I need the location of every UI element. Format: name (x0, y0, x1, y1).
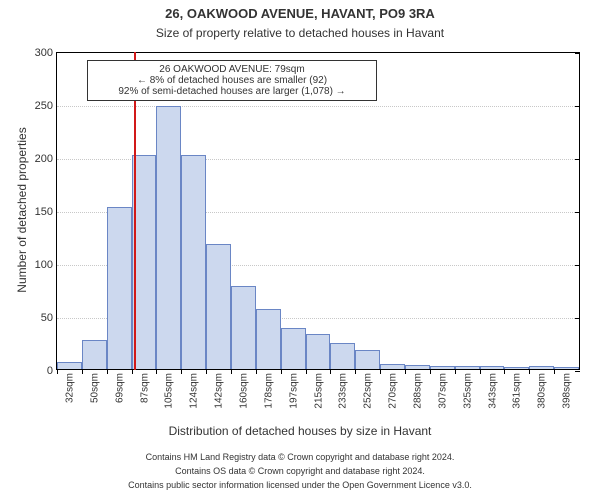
annotation-line1: 26 OAKWOOD AVENUE: 79sqm (94, 64, 370, 75)
x-tick-label: 105sqm (164, 373, 175, 409)
x-tick-label: 325sqm (462, 373, 473, 409)
figure: { "chart": { "type": "histogram", "title… (0, 0, 600, 500)
x-tick-label: 215sqm (313, 373, 324, 409)
x-tick-label: 142sqm (214, 373, 225, 409)
x-tick-label: 288sqm (412, 373, 423, 409)
x-tick: 124sqm (181, 369, 206, 374)
y-tick-mark (575, 106, 580, 107)
y-axis-label: Number of detached properties (15, 110, 29, 310)
bar (107, 207, 132, 369)
y-tick-label: 200 (35, 153, 57, 165)
plot-area: 26 OAKWOOD AVENUE: 79sqm ← 8% of detache… (56, 52, 580, 370)
annotation-line3: 92% of semi-detached houses are larger (… (94, 86, 370, 97)
annotation-box: 26 OAKWOOD AVENUE: 79sqm ← 8% of detache… (87, 60, 377, 101)
x-tick: 380sqm (529, 369, 554, 374)
x-tick-label: 178sqm (263, 373, 274, 409)
bar (256, 309, 281, 369)
legal-line-1: Contains HM Land Registry data © Crown c… (0, 452, 600, 462)
x-tick-label: 398sqm (562, 373, 573, 409)
y-tick-label: 300 (35, 47, 57, 59)
x-tick-label: 50sqm (89, 373, 100, 403)
x-tick: 50sqm (82, 369, 107, 374)
x-tick: 233sqm (330, 369, 355, 374)
x-tick-label: 197sqm (288, 373, 299, 409)
x-tick: 307sqm (430, 369, 455, 374)
bar (330, 343, 355, 370)
y-tick-mark (575, 371, 580, 372)
y-tick-mark (575, 53, 580, 54)
chart-title-line1: 26, OAKWOOD AVENUE, HAVANT, PO9 3RA (0, 6, 600, 21)
y-tick-label: 0 (47, 365, 57, 377)
x-tick-label: 307sqm (437, 373, 448, 409)
bar (181, 155, 206, 369)
x-tick-label: 87sqm (139, 373, 150, 403)
bar (281, 328, 306, 369)
y-tick-label: 100 (35, 259, 57, 271)
bar (82, 340, 107, 369)
bar (57, 362, 82, 369)
bar (206, 244, 231, 369)
x-tick-label: 124sqm (189, 373, 200, 409)
x-tick: 87sqm (132, 369, 157, 374)
y-tick-label: 50 (41, 312, 57, 324)
x-tick-label: 252sqm (363, 373, 374, 409)
bar (306, 334, 331, 369)
x-tick-label: 32sqm (64, 373, 75, 403)
x-tick-label: 233sqm (338, 373, 349, 409)
y-tick-mark (575, 318, 580, 319)
x-tick: 105sqm (156, 369, 181, 374)
x-tick-label: 270sqm (388, 373, 399, 409)
x-tick: 252sqm (355, 369, 380, 374)
x-tick: 69sqm (107, 369, 132, 374)
x-tick-label: 69sqm (114, 373, 125, 403)
x-tick: 160sqm (231, 369, 256, 374)
x-tick-label: 160sqm (238, 373, 249, 409)
bar (156, 106, 181, 369)
x-tick: 343sqm (480, 369, 505, 374)
chart-title-line2: Size of property relative to detached ho… (0, 26, 600, 40)
y-tick-label: 250 (35, 100, 57, 112)
x-tick: 32sqm (57, 369, 82, 374)
x-tick: 270sqm (380, 369, 405, 374)
annotation-line2: ← 8% of detached houses are smaller (92) (94, 75, 370, 86)
x-tick: 325sqm (455, 369, 480, 374)
y-tick-mark (575, 265, 580, 266)
x-tick: 197sqm (281, 369, 306, 374)
x-ticks: 32sqm50sqm69sqm87sqm105sqm124sqm142sqm16… (57, 369, 579, 374)
legal-line-3: Contains public sector information licen… (0, 480, 600, 490)
legal-line-2: Contains OS data © Crown copyright and d… (0, 466, 600, 476)
x-tick: 288sqm (405, 369, 430, 374)
x-tick: 142sqm (206, 369, 231, 374)
x-axis-label: Distribution of detached houses by size … (0, 424, 600, 438)
x-tick: 215sqm (306, 369, 331, 374)
x-tick-label: 361sqm (512, 373, 523, 409)
bar (231, 286, 256, 369)
x-tick-label: 380sqm (537, 373, 548, 409)
x-tick: 178sqm (256, 369, 281, 374)
y-tick-mark (575, 212, 580, 213)
x-tick-label: 343sqm (487, 373, 498, 409)
y-tick-mark (575, 159, 580, 160)
bar (355, 350, 380, 369)
y-tick-label: 150 (35, 206, 57, 218)
x-tick: 361sqm (504, 369, 529, 374)
